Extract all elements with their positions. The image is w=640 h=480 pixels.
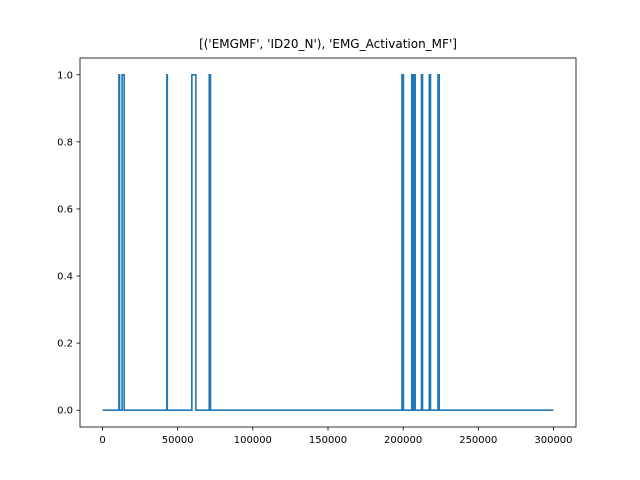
y-tick-label: 0.2 xyxy=(57,339,73,350)
x-tick-label: 300000 xyxy=(534,435,572,446)
y-tick-label: 0.8 xyxy=(57,137,73,148)
y-tick-label: 0.4 xyxy=(57,272,73,283)
series-line-0 xyxy=(102,73,554,412)
y-tick-label: 0.0 xyxy=(57,406,73,417)
x-tick-label: 50000 xyxy=(162,435,194,446)
x-tick-label: 100000 xyxy=(234,435,272,446)
y-tick-label: 1.0 xyxy=(57,70,73,81)
y-axis: 0.0 0.2 0.4 0.6 0.8 1.0 xyxy=(57,70,80,417)
y-tick-label: 0.6 xyxy=(57,204,73,215)
x-axis: 0 50000 100000 150000 200000 250000 300000 xyxy=(99,427,573,446)
x-tick-label: 200000 xyxy=(384,435,422,446)
chart-title: [('EMGMF', 'ID20_N'), 'EMG_Activation_MF… xyxy=(199,37,457,51)
x-tick-label: 150000 xyxy=(309,435,347,446)
series-layer xyxy=(102,73,554,412)
x-tick-label: 250000 xyxy=(459,435,497,446)
plot-background xyxy=(80,58,576,427)
plot-area xyxy=(79,57,577,428)
x-tick-label: 0 xyxy=(99,435,105,446)
